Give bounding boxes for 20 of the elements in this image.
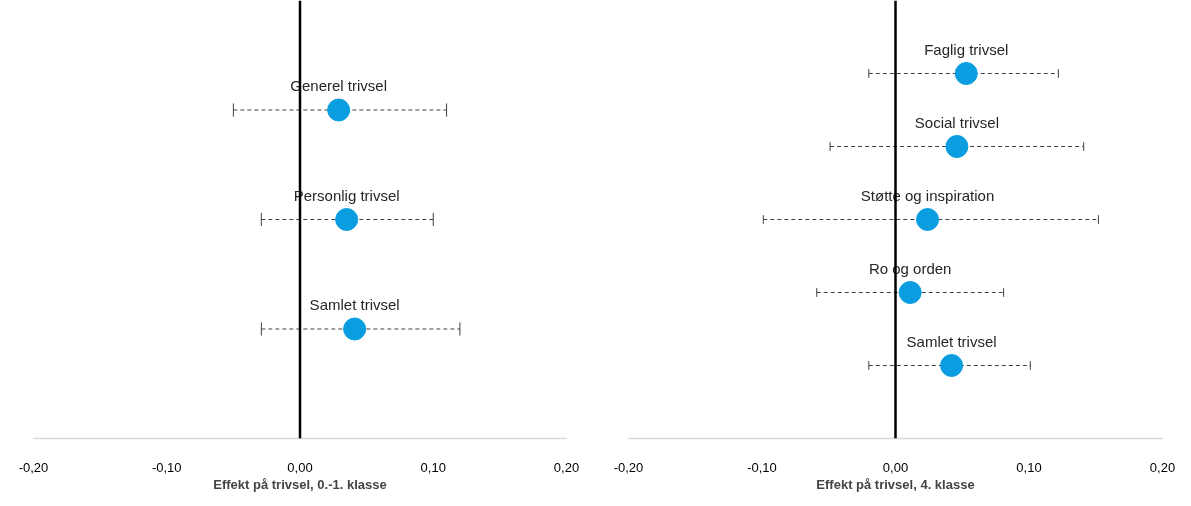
point [940, 354, 964, 377]
x-tick-label: -0,10 [151, 459, 182, 475]
category-label: Social trivsel [914, 113, 1000, 131]
x-axis-title: Effekt på trivsel, 4. klasse [816, 476, 975, 492]
x-tick-label: -0,20 [18, 459, 49, 475]
x-tick-label: -0,10 [747, 459, 777, 475]
x-tick-label: 0,10 [420, 459, 446, 475]
category-label: Samlet trivsel [906, 332, 997, 350]
point [916, 208, 940, 231]
point [954, 62, 978, 85]
x-tick-label: 0,10 [1016, 459, 1042, 475]
x-tick-label: 0,00 [882, 459, 909, 475]
x-tick-label: 0,20 [553, 459, 580, 475]
x-tick-label: 0,00 [287, 459, 313, 475]
x-axis-title: Effekt på trivsel, 0.-1. klasse [213, 476, 387, 492]
category-label: Faglig trivsel [924, 40, 1009, 58]
point [898, 281, 922, 304]
x-tick-label: 0,20 [1149, 459, 1176, 475]
point [945, 135, 969, 158]
x-tick-label: -0,20 [613, 459, 644, 475]
